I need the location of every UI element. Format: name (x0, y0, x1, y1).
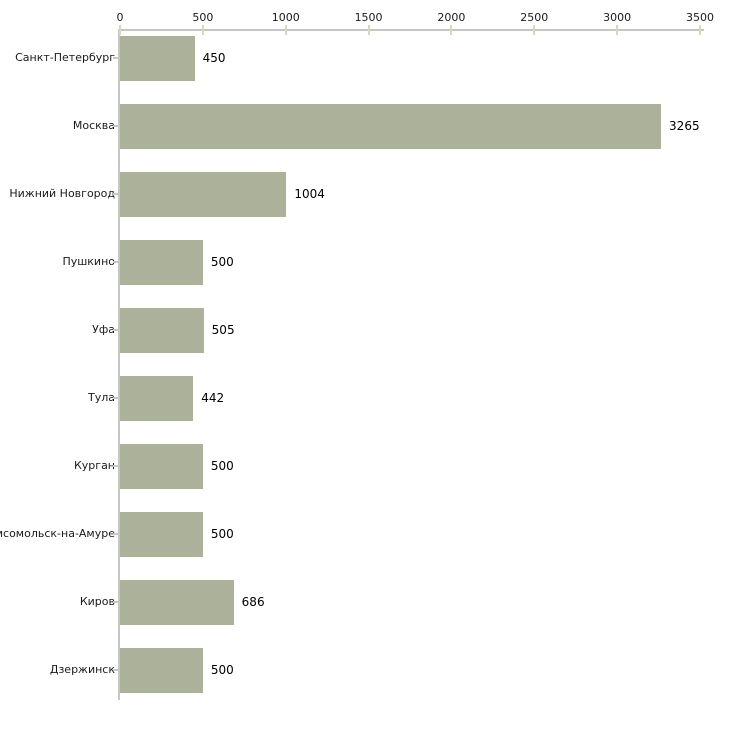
category-label: Уфа (92, 323, 115, 336)
x-tick-label: 500 (192, 11, 214, 24)
x-tick-label: 2000 (437, 11, 466, 24)
y-tick-mark (113, 193, 120, 195)
value-label: 500 (210, 255, 234, 269)
bar (120, 171, 287, 217)
x-tick-label: 3500 (686, 11, 714, 24)
value-label: 505 (211, 323, 235, 337)
bar (120, 579, 234, 625)
value-label: 500 (210, 663, 234, 677)
x-tick-label: 3000 (603, 11, 632, 24)
y-tick-mark (113, 533, 120, 535)
category-label: Пушкино (62, 255, 115, 268)
x-tick-mark (201, 25, 204, 35)
y-tick-mark (113, 465, 120, 467)
y-tick-mark (113, 397, 120, 399)
bar (120, 239, 203, 285)
category-label: Киров (79, 595, 115, 608)
bar (120, 375, 194, 421)
x-tick-mark (367, 25, 370, 35)
category-label: Дзержинск (49, 663, 115, 676)
y-axis-line (118, 29, 120, 700)
category-label: Нижний Новгород (9, 187, 115, 200)
x-tick-mark (450, 25, 453, 35)
category-label: Комсомольск-на-Амуре (0, 527, 115, 540)
value-label: 500 (210, 459, 234, 473)
value-label: 686 (241, 595, 265, 609)
x-tick-label: 1000 (271, 11, 300, 24)
y-tick-mark (113, 125, 120, 127)
x-tick-label: 1500 (354, 11, 383, 24)
x-axis-line (118, 29, 704, 31)
x-tick-mark (284, 25, 287, 35)
bar (120, 647, 203, 693)
category-label: Курган (73, 459, 115, 472)
bar (120, 443, 203, 489)
y-tick-mark (113, 261, 120, 263)
category-label: Москва (72, 119, 115, 132)
bar (120, 307, 204, 353)
x-tick-mark (616, 25, 619, 35)
y-tick-mark (113, 57, 120, 59)
bar (120, 35, 195, 81)
bar (120, 511, 203, 557)
x-tick-mark (533, 25, 536, 35)
y-tick-mark (113, 669, 120, 671)
x-tick-mark (119, 25, 121, 35)
category-label: Тула (87, 391, 115, 404)
y-tick-mark (113, 329, 120, 331)
x-tick-label: 0 (116, 11, 124, 24)
bar (120, 103, 662, 149)
y-tick-mark (113, 601, 120, 603)
x-tick-mark (699, 25, 701, 35)
value-label: 3265 (669, 119, 700, 133)
category-label: Санкт-Петербург (15, 51, 115, 64)
x-tick-label: 2500 (520, 11, 549, 24)
value-label: 450 (202, 51, 226, 65)
value-label: 442 (201, 391, 225, 405)
value-label: 500 (210, 527, 234, 541)
value-label: 1004 (294, 187, 325, 201)
